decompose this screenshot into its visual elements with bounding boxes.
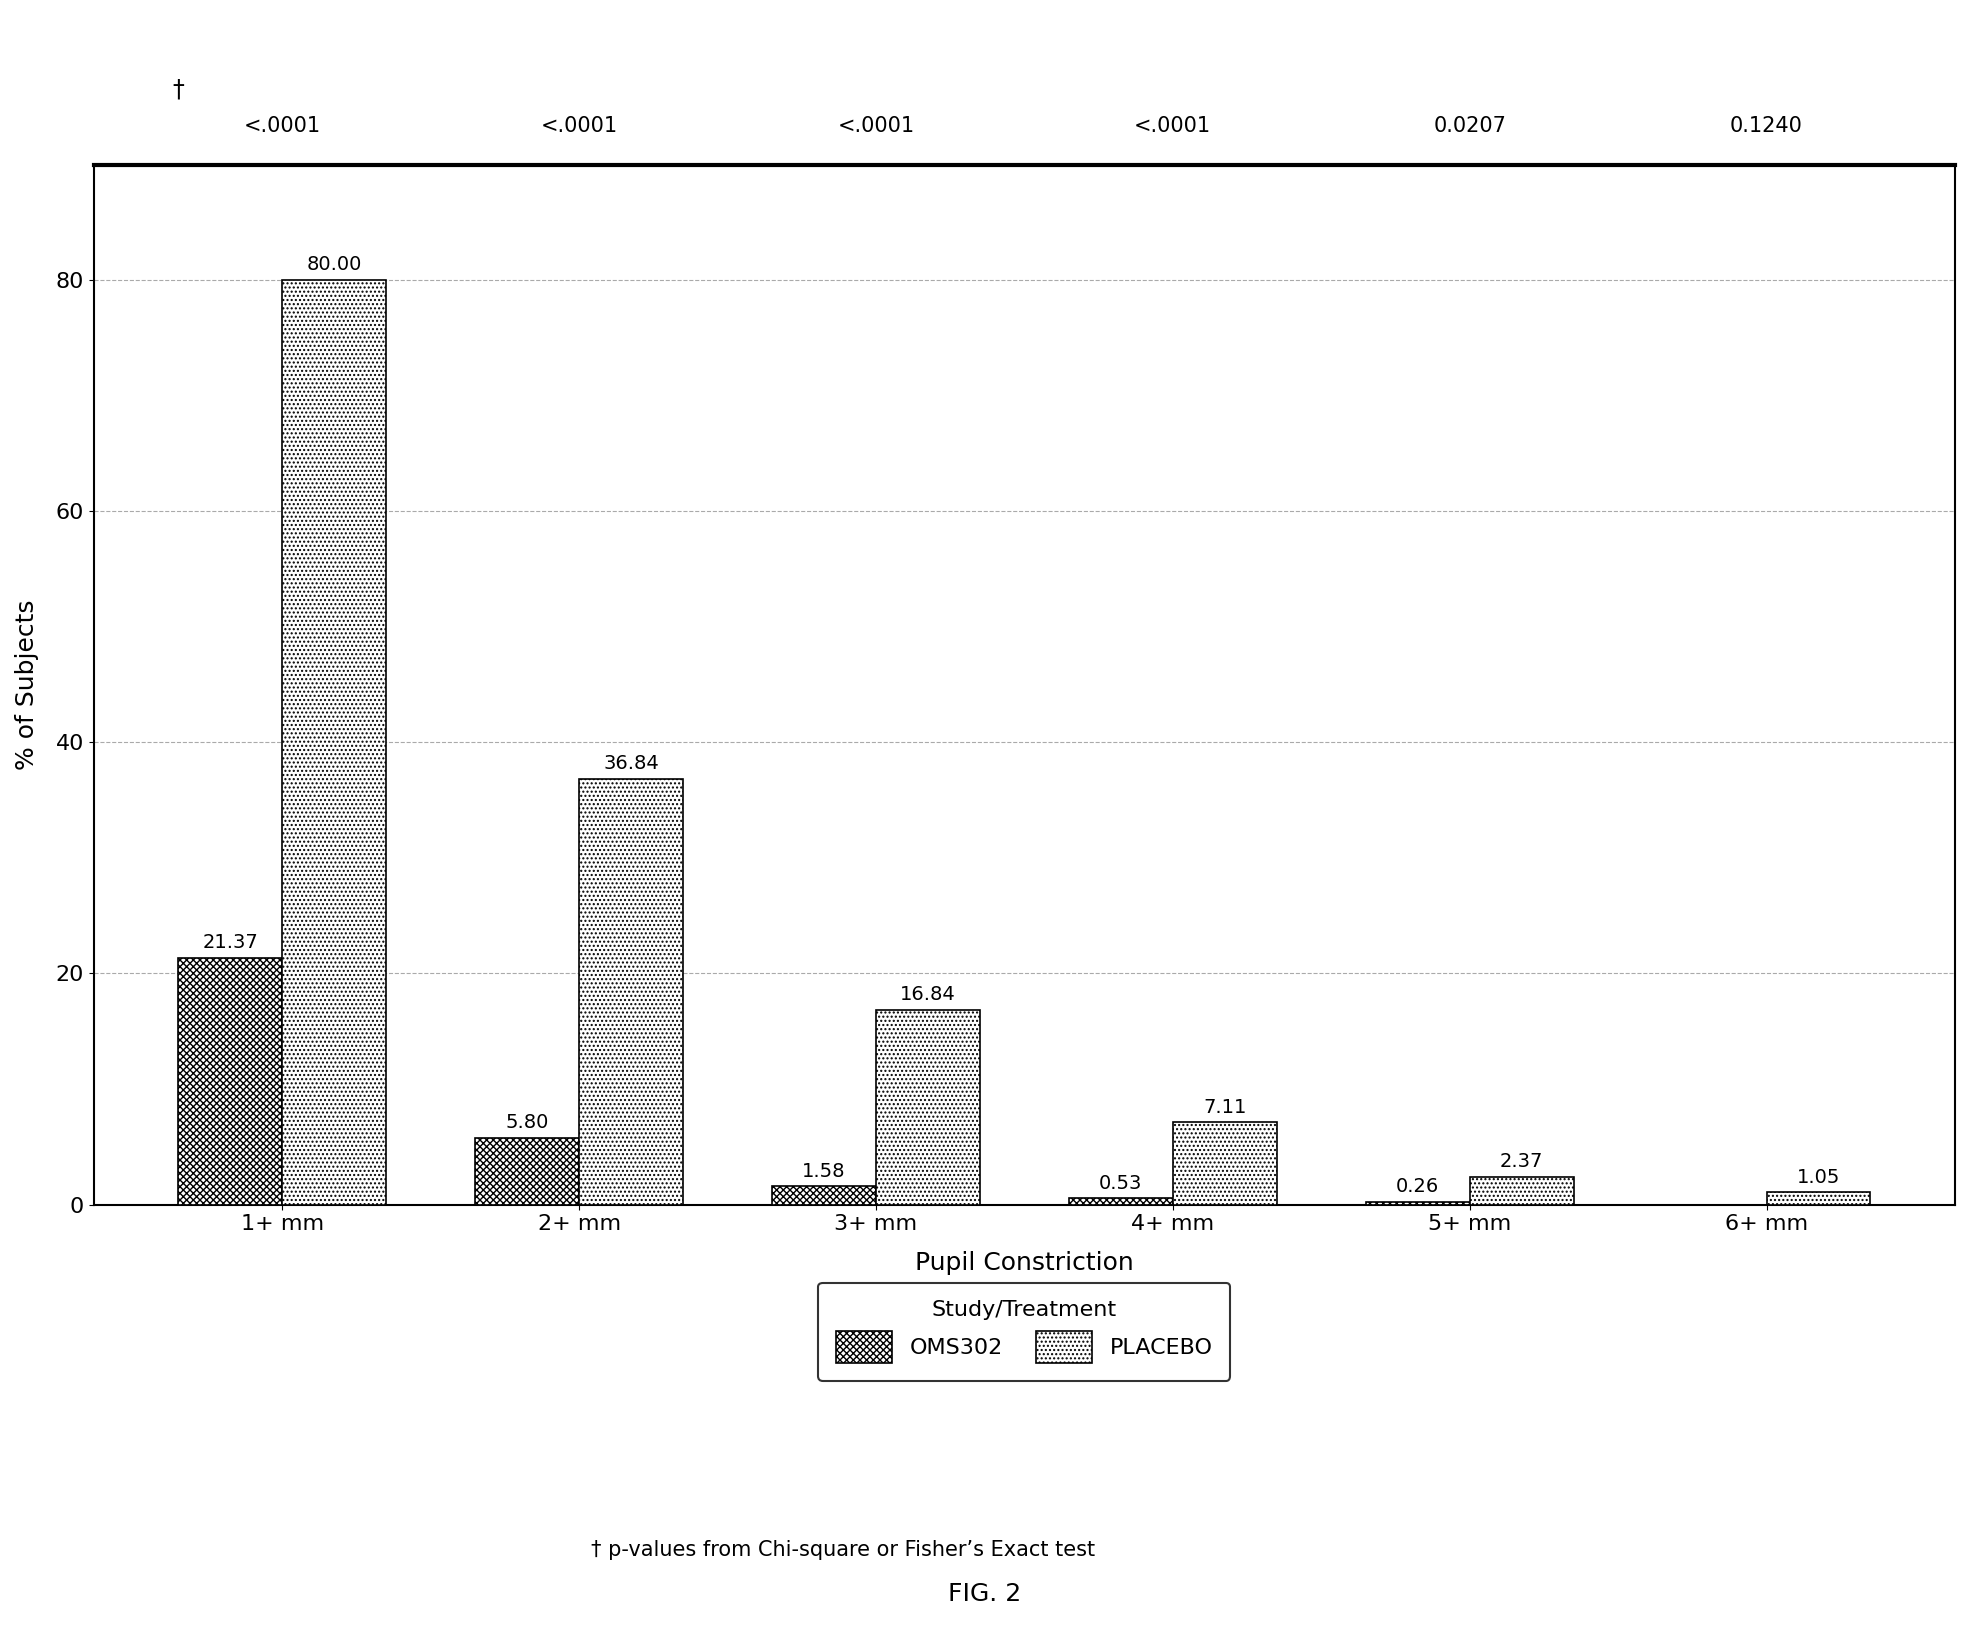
Text: <.0001: <.0001 [837, 116, 914, 135]
Bar [579, 779, 684, 1205]
X-axis label: Pupil Constriction: Pupil Constriction [914, 1250, 1135, 1275]
Bar [1172, 1123, 1277, 1205]
Text: 0.26: 0.26 [1397, 1177, 1440, 1196]
Text: <.0001: <.0001 [244, 116, 321, 135]
Text: 36.84: 36.84 [603, 755, 658, 773]
Text: FIG. 2: FIG. 2 [948, 1581, 1022, 1606]
Text: 2.37: 2.37 [1499, 1152, 1543, 1172]
Bar [282, 280, 386, 1205]
Text: 1.58: 1.58 [802, 1162, 845, 1180]
Text: 7.11: 7.11 [1204, 1097, 1247, 1117]
Bar [1365, 1201, 1470, 1205]
Bar [179, 958, 282, 1205]
Text: †: † [173, 77, 185, 101]
Y-axis label: % of Subjects: % of Subjects [16, 600, 39, 769]
Legend: OMS302, PLACEBO: OMS302, PLACEBO [818, 1283, 1231, 1381]
Text: 0.0207: 0.0207 [1434, 116, 1507, 135]
Text: <.0001: <.0001 [540, 116, 619, 135]
Bar [877, 1011, 979, 1205]
Text: 80.00: 80.00 [307, 256, 362, 274]
Text: 21.37: 21.37 [203, 932, 258, 952]
Text: † p-values from Chi-square or Fisher’s Exact test: † p-values from Chi-square or Fisher’s E… [591, 1540, 1095, 1560]
Text: 0.1240: 0.1240 [1730, 116, 1803, 135]
Bar [1470, 1177, 1574, 1205]
Text: 1.05: 1.05 [1797, 1167, 1840, 1187]
Bar [475, 1138, 579, 1205]
Text: 0.53: 0.53 [1099, 1174, 1143, 1193]
Text: 16.84: 16.84 [900, 985, 955, 1004]
Bar [1767, 1193, 1870, 1205]
Bar [772, 1187, 877, 1205]
Bar [1070, 1198, 1172, 1205]
Text: 5.80: 5.80 [506, 1113, 550, 1131]
Text: <.0001: <.0001 [1135, 116, 1212, 135]
